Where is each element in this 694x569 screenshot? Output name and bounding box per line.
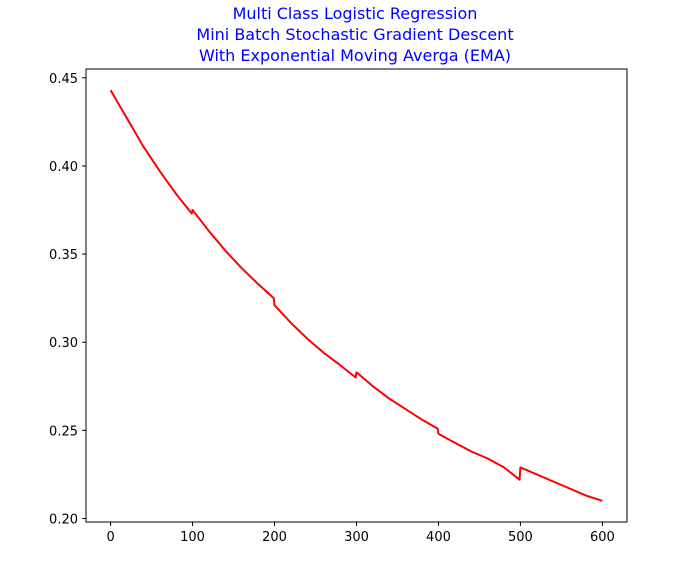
x-tick-label: 0 <box>106 530 114 545</box>
chart-title-line-2: Mini Batch Stochastic Gradient Descent <box>196 25 514 44</box>
chart-title: Multi Class Logistic Regression Mini Bat… <box>0 3 694 66</box>
x-tick-label: 100 <box>180 530 205 545</box>
chart-title-line-3: With Exponential Moving Averga (EMA) <box>198 46 511 65</box>
y-tick-label: 0.25 <box>49 424 78 439</box>
y-axis: 0.20 0.25 0.30 0.35 0.40 0.45 <box>49 72 86 527</box>
chart-title-line-1: Multi Class Logistic Regression <box>232 4 478 23</box>
x-tick-label: 400 <box>426 530 451 545</box>
series-layer <box>109 89 603 502</box>
x-axis: 0 100 200 300 400 500 600 <box>106 522 615 545</box>
series-line-1 <box>109 89 603 502</box>
x-tick-label: 300 <box>344 530 369 545</box>
x-tick-label: 600 <box>590 530 615 545</box>
y-tick-label: 0.30 <box>49 336 78 351</box>
y-tick-label: 0.40 <box>49 160 78 175</box>
y-tick-label: 0.35 <box>49 248 78 263</box>
x-tick-label: 200 <box>262 530 287 545</box>
y-tick-label: 0.45 <box>49 72 78 87</box>
plot-frame <box>85 68 628 523</box>
x-tick-label: 500 <box>508 530 533 545</box>
y-tick-label: 0.20 <box>49 512 78 527</box>
